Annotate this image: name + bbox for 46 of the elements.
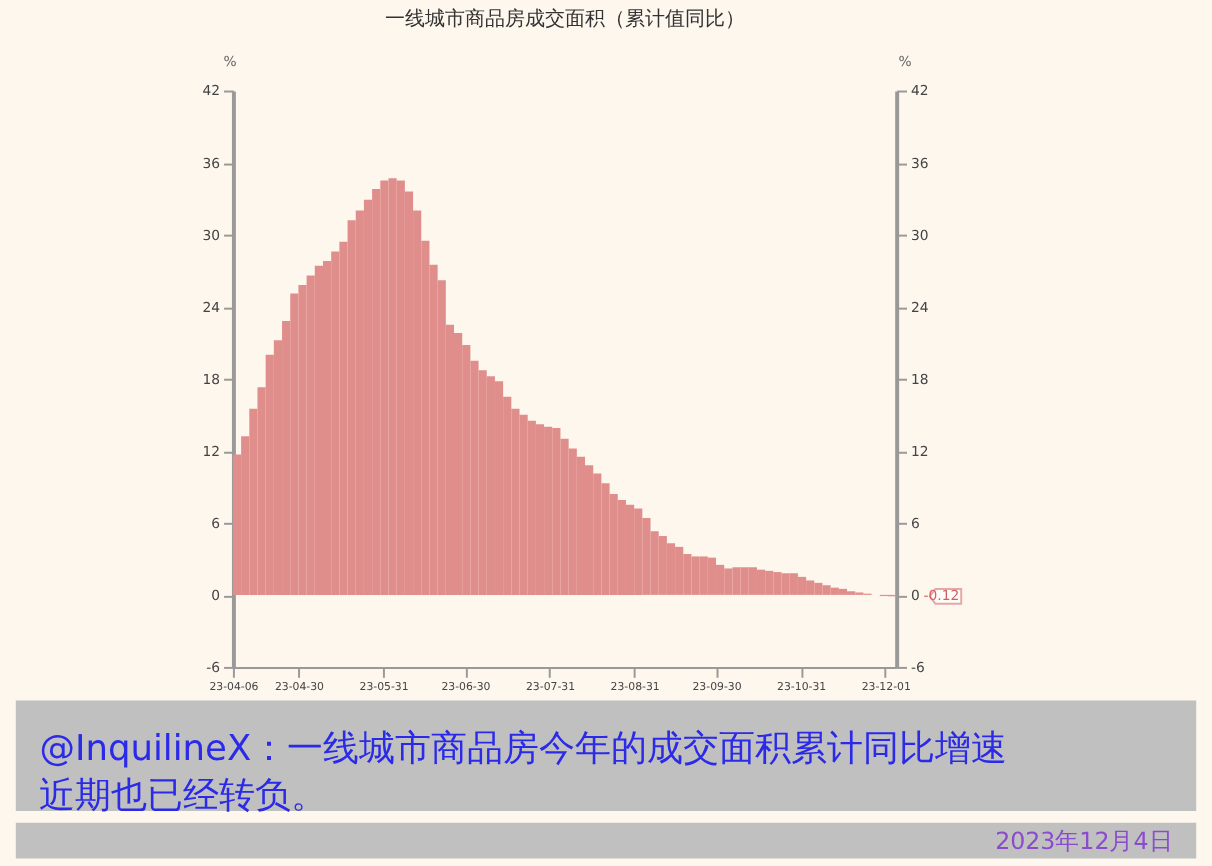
bar: [396, 180, 405, 595]
bar: [625, 504, 635, 595]
bar: [380, 180, 389, 595]
bar: [585, 465, 594, 595]
bar: [593, 473, 602, 595]
bar: [527, 420, 536, 595]
chart-title: 一线城市商品房成交面积（累计值同比）: [384, 7, 745, 32]
bar: [781, 573, 790, 595]
bar: [691, 556, 700, 595]
text: 2023年12月4日: [995, 826, 1173, 855]
bar: [822, 585, 831, 595]
bar: [486, 376, 495, 595]
bar: [388, 178, 397, 595]
bar: [732, 567, 741, 595]
bar: [724, 568, 733, 595]
bar: [552, 427, 561, 595]
bar: [576, 456, 586, 595]
bar: [372, 189, 381, 595]
bar: [773, 572, 782, 595]
bar: [748, 567, 757, 595]
bar: [675, 546, 684, 595]
bar: [454, 333, 463, 595]
bar: [634, 508, 643, 595]
bar: [756, 569, 766, 595]
bar: [797, 576, 807, 595]
bar: [814, 582, 823, 595]
bar: [707, 557, 717, 595]
bar: [519, 414, 528, 595]
bar: [830, 587, 839, 595]
text: @InquilineX：一线城市商品房今年的成交面积累计同比增速近期也已经转负。: [39, 727, 1008, 818]
bar: [699, 556, 708, 595]
bar: [290, 293, 299, 595]
bar: [740, 567, 749, 595]
bar: [666, 543, 676, 595]
bar: [683, 554, 692, 595]
bar: [789, 573, 798, 595]
bar: [494, 381, 504, 595]
bar: [765, 570, 774, 595]
bar: [314, 265, 323, 595]
bar: [617, 500, 626, 595]
bar: [716, 564, 725, 595]
bar: [806, 580, 815, 595]
bar: [838, 588, 848, 595]
bar: [535, 424, 545, 595]
bar: [658, 536, 667, 595]
bar: [544, 426, 553, 595]
